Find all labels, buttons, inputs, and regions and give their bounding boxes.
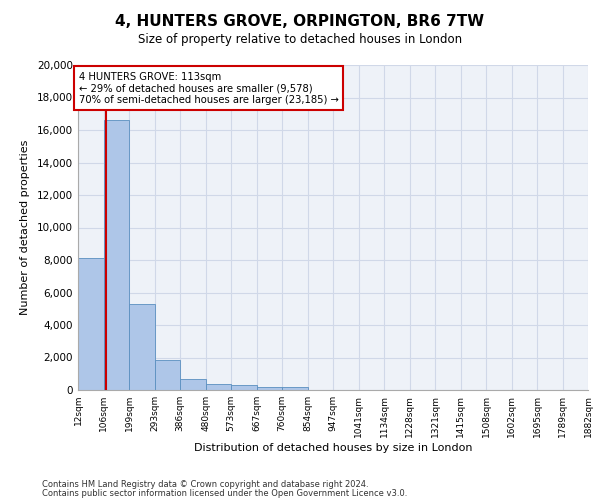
Y-axis label: Number of detached properties: Number of detached properties <box>20 140 30 315</box>
Text: 4, HUNTERS GROVE, ORPINGTON, BR6 7TW: 4, HUNTERS GROVE, ORPINGTON, BR6 7TW <box>115 14 485 30</box>
Bar <box>104 120 129 390</box>
Bar <box>155 360 180 390</box>
Text: Contains public sector information licensed under the Open Government Licence v3: Contains public sector information licen… <box>42 488 407 498</box>
Bar <box>282 387 308 390</box>
Text: 4 HUNTERS GROVE: 113sqm
← 29% of detached houses are smaller (9,578)
70% of semi: 4 HUNTERS GROVE: 113sqm ← 29% of detache… <box>79 72 338 104</box>
Bar <box>206 384 231 390</box>
Text: Contains HM Land Registry data © Crown copyright and database right 2024.: Contains HM Land Registry data © Crown c… <box>42 480 368 489</box>
X-axis label: Distribution of detached houses by size in London: Distribution of detached houses by size … <box>194 442 472 452</box>
Bar <box>180 378 206 390</box>
Bar <box>231 386 257 390</box>
Text: Size of property relative to detached houses in London: Size of property relative to detached ho… <box>138 32 462 46</box>
Bar <box>78 258 104 390</box>
Bar <box>257 386 282 390</box>
Bar <box>129 304 155 390</box>
